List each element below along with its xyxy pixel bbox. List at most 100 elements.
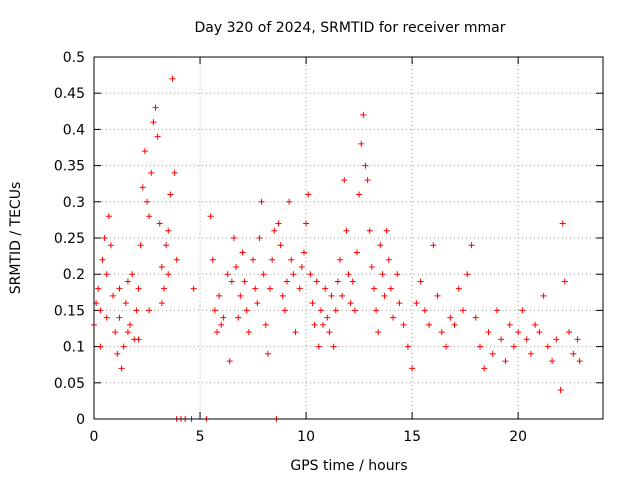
- data-point: [311, 321, 318, 328]
- y-axis-label: SRMTID / TECUs: [8, 182, 24, 295]
- data-point: [460, 307, 467, 314]
- data-point: [148, 169, 155, 176]
- data-point: [209, 256, 216, 263]
- data-point: [207, 213, 214, 220]
- y-tick-label: 0.5: [63, 50, 85, 66]
- data-point: [385, 256, 392, 263]
- data-point: [506, 321, 513, 328]
- y-tick-label: 0.25: [54, 231, 85, 247]
- data-point: [339, 292, 346, 299]
- x-tick-label: 0: [90, 429, 99, 445]
- y-tick-label: 0.15: [54, 303, 85, 319]
- x-tick-label: 15: [403, 429, 421, 445]
- data-point: [559, 220, 566, 227]
- data-point: [267, 285, 274, 292]
- y-tick-label: 0.2: [63, 267, 85, 283]
- data-point: [443, 343, 450, 350]
- data-point: [334, 278, 341, 285]
- data-point: [114, 350, 121, 357]
- data-point: [220, 314, 227, 321]
- data-point: [233, 263, 240, 270]
- data-point: [190, 285, 197, 292]
- data-point: [553, 336, 560, 343]
- y-tick-label: 0.05: [54, 376, 85, 392]
- x-tick-label: 5: [196, 429, 205, 445]
- data-point: [353, 249, 360, 256]
- data-point: [127, 321, 134, 328]
- data-point: [160, 285, 167, 292]
- data-point: [489, 350, 496, 357]
- y-tick-label: 0: [76, 412, 85, 428]
- data-point: [271, 227, 278, 234]
- data-point: [421, 307, 428, 314]
- tick-layer: 0 0.05 0.1 0.15 0.2 0.25 0.3 0.35 0.4 0.45 0.5 0 5 10…: [54, 50, 603, 445]
- data-point: [349, 278, 356, 285]
- data-point: [144, 198, 151, 205]
- data-point: [370, 285, 377, 292]
- data-point: [300, 249, 307, 256]
- data-point: [549, 358, 556, 365]
- data-point: [103, 314, 110, 321]
- data-point: [252, 285, 259, 292]
- data-point: [116, 285, 123, 292]
- data-point: [154, 133, 161, 140]
- data-point: [167, 191, 174, 198]
- data-point: [394, 271, 401, 278]
- data-point: [523, 336, 530, 343]
- data-point: [574, 336, 581, 343]
- data-point: [277, 242, 284, 249]
- data-point: [330, 343, 337, 350]
- data-point: [156, 220, 163, 227]
- data-point: [430, 242, 437, 249]
- data-point: [165, 271, 172, 278]
- data-point: [557, 387, 564, 394]
- data-point: [510, 343, 517, 350]
- data-point: [400, 321, 407, 328]
- data-point: [107, 242, 114, 249]
- data-point: [216, 292, 223, 299]
- data-point: [137, 242, 144, 249]
- data-point: [105, 213, 112, 220]
- data-point: [218, 321, 225, 328]
- data-point: [241, 278, 248, 285]
- data-point: [343, 227, 350, 234]
- data-point: [360, 111, 367, 118]
- data-point: [328, 292, 335, 299]
- data-point: [124, 329, 131, 336]
- data-point: [320, 321, 327, 328]
- data-point: [99, 256, 106, 263]
- x-axis-label: GPS time / hours: [290, 458, 407, 474]
- data-point: [544, 343, 551, 350]
- data-point: [112, 329, 119, 336]
- data-point: [169, 75, 176, 82]
- data-point: [519, 307, 526, 314]
- data-point: [337, 256, 344, 263]
- data-point: [173, 256, 180, 263]
- data-point: [165, 227, 172, 234]
- x-tick-label: 20: [509, 429, 527, 445]
- data-point: [262, 321, 269, 328]
- data-point: [561, 278, 568, 285]
- data-point: [347, 300, 354, 307]
- data-point: [133, 307, 140, 314]
- data-point: [375, 329, 382, 336]
- data-point: [146, 307, 153, 314]
- data-point: [146, 213, 153, 220]
- data-point: [387, 285, 394, 292]
- data-point: [228, 278, 235, 285]
- data-point: [269, 256, 276, 263]
- data-point: [366, 227, 373, 234]
- data-point: [566, 329, 573, 336]
- data-point: [139, 184, 146, 191]
- y-tick-label: 0.3: [63, 195, 85, 211]
- data-point: [502, 358, 509, 365]
- data-point: [298, 263, 305, 270]
- data-point: [163, 242, 170, 249]
- data-point: [485, 329, 492, 336]
- y-tick-label: 0.35: [54, 159, 85, 175]
- data-point: [447, 314, 454, 321]
- data-point: [381, 292, 388, 299]
- data-point: [110, 292, 117, 299]
- data-point: [243, 307, 250, 314]
